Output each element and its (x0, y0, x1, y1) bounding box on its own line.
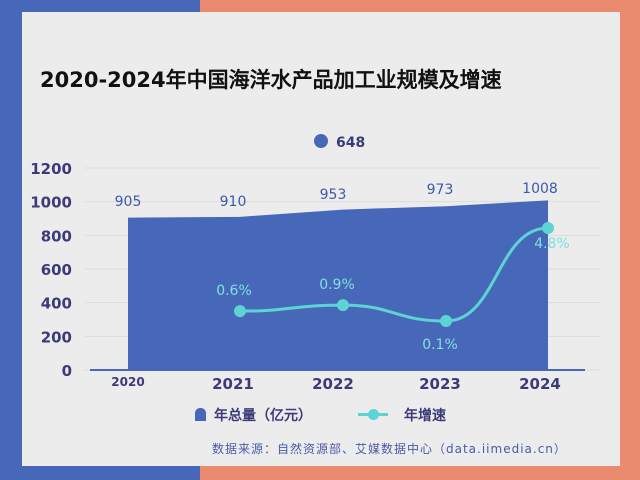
y-tick-label: 200 (41, 328, 72, 346)
area-data-label: 953 (320, 187, 347, 203)
legend-item-area: 年总量（亿元） (195, 405, 312, 425)
y-tick-label: 1000 (30, 194, 72, 212)
source-note: 数据来源：自然资源部、艾媒数据中心（data.iimedia.cn） (212, 442, 567, 456)
area-data-label: 1008 (522, 181, 558, 197)
legend-line-label: 年增速 (404, 408, 446, 424)
y-tick-label: 0 (62, 362, 72, 380)
area-data-label: 905 (115, 194, 142, 210)
line-data-label: 0.9% (319, 277, 355, 293)
line-point (542, 221, 554, 234)
y-tick-label: 800 (41, 227, 72, 245)
stray-legend-label: 648 (336, 135, 365, 151)
legend-area-swatch (195, 408, 206, 421)
y-tick-label: 1200 (30, 160, 72, 178)
stray-legend-dot (314, 134, 328, 148)
area-series (90, 200, 548, 370)
line-data-label: 4.8% (534, 236, 570, 252)
legend-item-line: 年增速 (358, 405, 446, 425)
line-point (337, 299, 349, 312)
line-point (440, 315, 452, 328)
line-data-label: 0.6% (216, 283, 252, 299)
x-tick-label: 2023 (419, 375, 461, 393)
area-data-label: 973 (427, 182, 454, 198)
line-data-label: 0.1% (422, 337, 458, 353)
y-tick-label: 400 (41, 295, 72, 313)
line-point (234, 305, 246, 318)
legend-area-label: 年总量（亿元） (214, 408, 312, 424)
line-series (239, 226, 549, 323)
x-tick-label: 2022 (312, 375, 354, 393)
area-data-label: 910 (220, 194, 247, 210)
x-tick-label: 2024 (519, 375, 561, 393)
x-tick-label: 2020 (111, 375, 144, 389)
chart-title: 2020-2024年中国海洋水产品加工业规模及增速 (40, 68, 502, 92)
x-tick-label: 2021 (212, 375, 254, 393)
legend-line-swatch (358, 409, 388, 420)
y-tick-label: 600 (41, 261, 72, 279)
